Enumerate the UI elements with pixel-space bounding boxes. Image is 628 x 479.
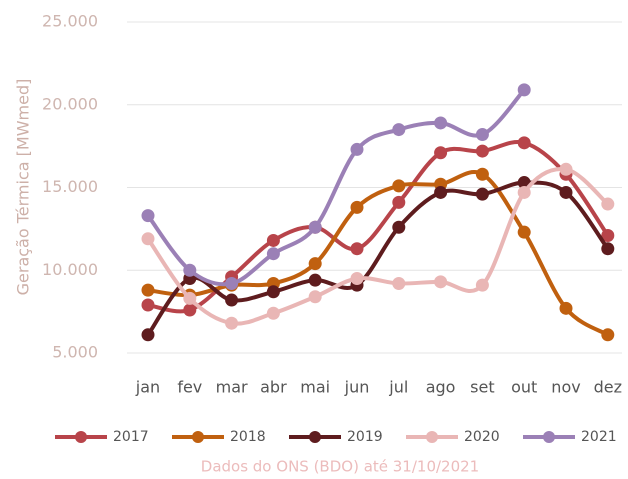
data-point (434, 116, 448, 130)
data-point (434, 146, 448, 160)
data-point (559, 185, 573, 199)
legend-label: 2017 (113, 429, 149, 445)
x-tick-label: dez (594, 378, 622, 397)
data-point (308, 273, 322, 287)
legend-marker (543, 431, 555, 443)
data-point (517, 185, 531, 199)
data-point (225, 316, 239, 330)
data-point (141, 209, 155, 223)
x-tick-label: mai (300, 378, 330, 397)
data-point (141, 232, 155, 246)
data-point (559, 162, 573, 176)
data-point (266, 233, 280, 247)
x-tick-label: out (511, 378, 537, 397)
x-tick-label: mar (216, 378, 248, 397)
data-point (266, 285, 280, 299)
y-tick-label: 20.000 (42, 94, 98, 113)
x-tick-label: fev (177, 378, 202, 397)
legend-label: 2020 (464, 429, 500, 445)
data-point (392, 179, 406, 193)
data-point (350, 142, 364, 156)
legend-marker (75, 431, 87, 443)
legend-marker (309, 431, 321, 443)
legend-label: 2021 (581, 429, 617, 445)
data-point (434, 185, 448, 199)
data-point (183, 303, 197, 317)
data-point (601, 328, 615, 342)
data-point (183, 263, 197, 277)
legend-label: 2019 (347, 429, 383, 445)
series-line (146, 170, 610, 337)
data-point (559, 301, 573, 315)
data-point (475, 278, 489, 292)
data-point (392, 195, 406, 209)
series (141, 83, 531, 290)
data-point (183, 291, 197, 305)
data-point (308, 257, 322, 271)
data-point (601, 228, 615, 242)
data-point (225, 276, 239, 290)
y-tick-label: 5.000 (52, 343, 98, 362)
data-point (225, 293, 239, 307)
legend-label: 2018 (230, 429, 266, 445)
data-point (517, 225, 531, 239)
data-point (392, 123, 406, 137)
data-point (350, 272, 364, 286)
x-tick-label: nov (551, 378, 580, 397)
x-tick-label: abr (260, 378, 287, 397)
x-tick-label: jul (388, 378, 408, 397)
data-point (434, 275, 448, 289)
data-point (517, 136, 531, 150)
data-point (141, 298, 155, 312)
data-point (601, 197, 615, 211)
data-point (475, 128, 489, 142)
y-tick-label: 15.000 (42, 177, 98, 196)
series-line (146, 87, 527, 287)
legend-marker (192, 431, 204, 443)
data-point (350, 200, 364, 214)
data-point (266, 247, 280, 261)
data-point (601, 242, 615, 256)
data-point (392, 276, 406, 290)
y-tick-label: 25.000 (42, 12, 98, 31)
data-point (308, 290, 322, 304)
data-point (350, 242, 364, 256)
y-tick-label: 10.000 (42, 260, 98, 279)
series-line (146, 139, 610, 314)
x-tick-label: ago (426, 378, 456, 397)
series (141, 162, 615, 330)
x-tick-label: set (470, 378, 494, 397)
y-axis-label: Geração Térmica [MWmed] (14, 79, 33, 296)
data-point (141, 283, 155, 297)
data-point (475, 167, 489, 181)
data-point (475, 187, 489, 201)
x-tick-label: jan (135, 378, 160, 397)
data-point (517, 83, 531, 97)
data-point (266, 306, 280, 320)
data-point (392, 220, 406, 234)
data-point (308, 220, 322, 234)
footnote: Dados do ONS (BDO) até 31/10/2021 (201, 458, 479, 476)
legend-marker (426, 431, 438, 443)
data-point (141, 328, 155, 342)
data-point (475, 144, 489, 158)
x-tick-label: jun (344, 378, 370, 397)
